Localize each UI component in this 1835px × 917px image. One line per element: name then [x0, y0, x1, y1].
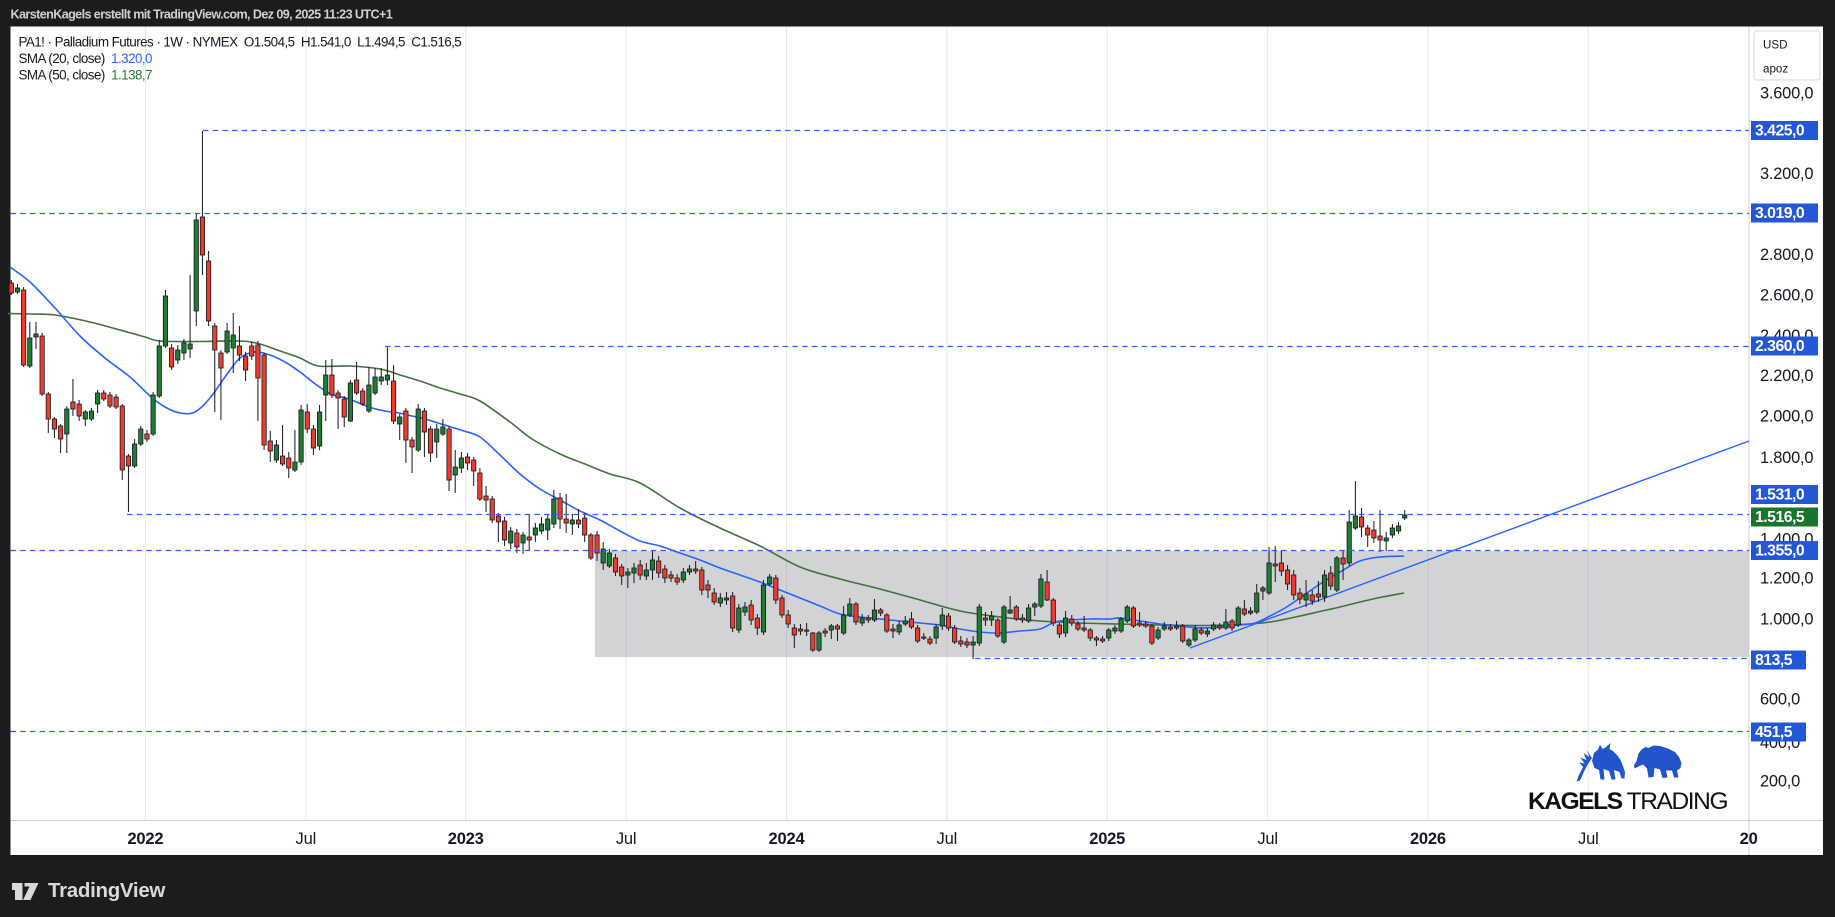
svg-text:3.019,0: 3.019,0 — [1755, 205, 1805, 222]
svg-text:apoz: apoz — [1763, 63, 1788, 76]
svg-text:813,5: 813,5 — [1755, 652, 1793, 669]
svg-text:1.531,0: 1.531,0 — [1755, 487, 1805, 504]
svg-text:2.000,0: 2.000,0 — [1760, 408, 1813, 426]
svg-text:2.200,0: 2.200,0 — [1760, 367, 1813, 385]
svg-text:USD: USD — [1763, 39, 1787, 52]
svg-text:2024: 2024 — [769, 830, 806, 848]
svg-text:2026: 2026 — [1410, 830, 1446, 848]
svg-text:3.425,0: 3.425,0 — [1755, 123, 1805, 140]
svg-text:Jul: Jul — [937, 830, 958, 848]
svg-text:TradingView: TradingView — [48, 879, 165, 902]
svg-text:2025: 2025 — [1089, 830, 1125, 848]
svg-text:1.200,0: 1.200,0 — [1760, 569, 1813, 587]
svg-text:SMA (50, close) 1.138,7: SMA (50, close) 1.138,7 — [19, 68, 153, 83]
svg-text:20: 20 — [1740, 830, 1758, 848]
svg-text:PA1! · Palladium Futures · 1W: PA1! · Palladium Futures · 1W · NYMEX O1… — [19, 35, 462, 50]
svg-text:Jul: Jul — [296, 830, 317, 848]
svg-text:KarstenKagels erstellt mit Tra: KarstenKagels erstellt mit TradingView.c… — [11, 8, 393, 22]
svg-text:2.800,0: 2.800,0 — [1760, 246, 1813, 264]
svg-text:3.200,0: 3.200,0 — [1760, 165, 1813, 183]
svg-text:KAGELS TRADING: KAGELS TRADING — [1528, 788, 1727, 815]
svg-text:600,0: 600,0 — [1760, 691, 1800, 709]
svg-text:2.360,0: 2.360,0 — [1755, 338, 1805, 355]
svg-text:2022: 2022 — [127, 830, 163, 848]
svg-text:200,0: 200,0 — [1760, 773, 1800, 791]
svg-text:SMA (20, close) 1.320,0: SMA (20, close) 1.320,0 — [19, 51, 153, 66]
svg-text:3.600,0: 3.600,0 — [1760, 85, 1813, 103]
svg-text:Jul: Jul — [1578, 830, 1599, 848]
svg-text:1.800,0: 1.800,0 — [1760, 449, 1813, 467]
svg-text:2.600,0: 2.600,0 — [1760, 286, 1813, 304]
svg-text:451,5: 451,5 — [1755, 724, 1793, 741]
svg-text:1.355,0: 1.355,0 — [1755, 543, 1805, 560]
svg-text:Jul: Jul — [616, 830, 637, 848]
svg-text:Jul: Jul — [1257, 830, 1278, 848]
svg-text:1.000,0: 1.000,0 — [1760, 610, 1813, 628]
svg-text:1.516,5: 1.516,5 — [1755, 509, 1805, 526]
svg-text:2023: 2023 — [448, 830, 484, 848]
